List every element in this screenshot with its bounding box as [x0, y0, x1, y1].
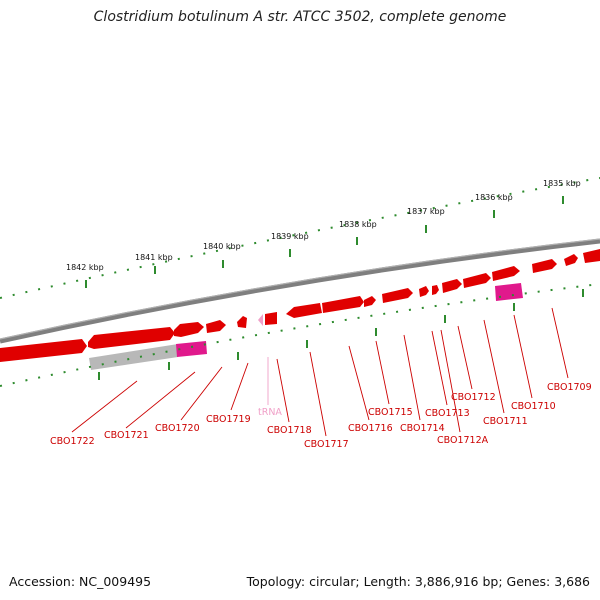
trna-feature	[258, 314, 263, 326]
scale-label: 1842 kbp	[66, 263, 104, 272]
gene-label: CBO1710	[511, 401, 556, 412]
gene-feature	[492, 266, 520, 281]
gene-feature	[174, 322, 204, 337]
forward-genes	[0, 249, 600, 362]
gene-feature	[532, 259, 557, 273]
leader-lines	[71, 307, 569, 437]
gene-label: CBO1719	[206, 414, 251, 425]
scale-label: 1837 kbp	[407, 207, 445, 216]
reverse-features	[89, 283, 523, 370]
gene-feature	[432, 285, 439, 295]
genome-title: Clostridium botulinum A str. ATCC 3502, …	[93, 9, 507, 25]
gene-feature	[382, 288, 413, 303]
trna-label: tRNA	[258, 407, 282, 418]
scale-label: 1839 kbp	[271, 232, 309, 241]
gene-label: CBO1711	[483, 416, 528, 427]
rrna-feature	[176, 341, 207, 357]
gene-label: CBO1720	[155, 423, 200, 434]
gene-feature	[286, 303, 322, 318]
gene-label: CBO1718	[267, 425, 312, 436]
genome-backbone	[0, 238, 600, 344]
accession-text: Accession: NC_009495	[9, 574, 152, 589]
scale-label: 1838 kbp	[339, 220, 377, 229]
gene-feature	[322, 296, 364, 313]
gene-label: CBO1716	[348, 423, 393, 434]
gene-label: CBO1712A	[437, 435, 489, 446]
gene-feature	[564, 254, 578, 266]
scale-label: 1836 kbp	[475, 193, 513, 202]
gene-feature	[0, 339, 87, 362]
scale-label: 1835 kbp	[543, 179, 581, 188]
gene-feature	[265, 312, 277, 325]
gene-feature	[237, 316, 247, 328]
gene-feature	[463, 273, 491, 288]
gene-label: CBO1714	[400, 423, 445, 434]
gene-label: CBO1712	[451, 392, 496, 403]
gene-label: CBO1713	[425, 408, 470, 419]
gene-feature	[88, 327, 175, 349]
gene-label: CBO1717	[304, 439, 349, 450]
genome-summary-text: Topology: circular; Length: 3,886,916 bp…	[246, 574, 590, 589]
scale-label: 1841 kbp	[135, 253, 173, 262]
gene-feature	[419, 286, 429, 297]
gene-labels: CBO1722 CBO1721 CBO1720 CBO1719 tRNA CBO…	[50, 382, 592, 450]
pseudogene-feature	[89, 344, 178, 370]
gene-label: CBO1709	[547, 382, 592, 393]
scale-labels: 1842 kbp 1841 kbp 1840 kbp 1839 kbp 1838…	[66, 179, 581, 272]
gene-feature	[583, 249, 600, 263]
outer-scale-ring	[0, 177, 600, 299]
gene-label: CBO1721	[104, 430, 149, 441]
inner-scale-ring	[0, 283, 600, 387]
rrna-feature	[495, 283, 523, 301]
gene-feature	[206, 320, 226, 333]
gene-label: CBO1715	[368, 407, 413, 418]
gene-feature	[364, 296, 376, 307]
gene-feature	[442, 279, 462, 293]
gene-label: CBO1722	[50, 436, 95, 447]
scale-label: 1840 kbp	[203, 242, 241, 251]
